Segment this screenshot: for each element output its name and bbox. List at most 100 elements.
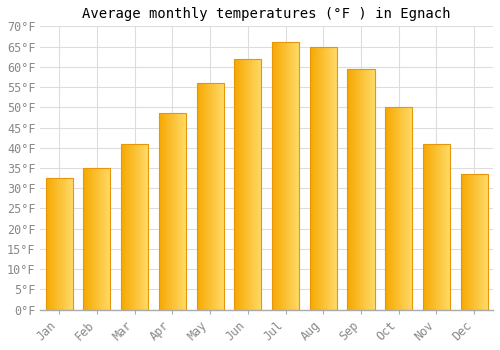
Bar <box>324 47 325 310</box>
Bar <box>91 168 92 310</box>
Bar <box>332 47 333 310</box>
Bar <box>206 83 207 310</box>
Bar <box>274 42 275 310</box>
Bar <box>479 174 480 310</box>
Bar <box>311 47 312 310</box>
Bar <box>349 69 350 310</box>
Bar <box>353 69 354 310</box>
Bar <box>404 107 405 310</box>
Bar <box>97 168 98 310</box>
Bar <box>61 178 62 310</box>
Bar <box>353 69 354 310</box>
Bar <box>387 107 388 310</box>
Bar <box>475 174 476 310</box>
Bar <box>170 113 171 310</box>
Bar <box>105 168 106 310</box>
Bar <box>161 113 162 310</box>
Bar <box>476 174 477 310</box>
Bar <box>163 113 164 310</box>
Bar <box>132 144 133 310</box>
Bar <box>122 144 123 310</box>
Bar <box>61 178 62 310</box>
Bar <box>294 42 295 310</box>
Bar <box>371 69 372 310</box>
Bar <box>93 168 94 310</box>
Bar <box>358 69 359 310</box>
Bar <box>396 107 397 310</box>
Bar <box>219 83 220 310</box>
Bar <box>205 83 206 310</box>
Bar <box>290 42 291 310</box>
Bar <box>433 144 434 310</box>
Bar <box>162 113 163 310</box>
Bar <box>71 178 72 310</box>
Bar <box>185 113 186 310</box>
Bar <box>310 47 337 310</box>
Bar <box>136 144 137 310</box>
Bar <box>402 107 403 310</box>
Bar <box>432 144 434 310</box>
Bar <box>134 144 135 310</box>
Bar <box>405 107 406 310</box>
Bar <box>326 47 327 310</box>
Bar <box>102 168 103 310</box>
Bar <box>477 174 478 310</box>
Bar <box>469 174 470 310</box>
Bar <box>131 144 132 310</box>
Bar <box>424 144 425 310</box>
Bar <box>288 42 289 310</box>
Bar <box>386 107 387 310</box>
Bar <box>96 168 97 310</box>
Bar <box>333 47 334 310</box>
Bar <box>471 174 472 310</box>
Bar <box>251 59 252 310</box>
Bar <box>69 178 70 310</box>
Bar <box>104 168 105 310</box>
Bar <box>50 178 51 310</box>
Bar <box>47 178 48 310</box>
Bar <box>441 144 442 310</box>
Bar <box>460 174 488 310</box>
Bar <box>285 42 286 310</box>
Bar <box>98 168 99 310</box>
Bar <box>208 83 209 310</box>
Bar <box>260 59 261 310</box>
Bar <box>177 113 178 310</box>
Bar <box>387 107 388 310</box>
Bar <box>313 47 314 310</box>
Bar <box>147 144 148 310</box>
Bar <box>293 42 294 310</box>
Bar <box>282 42 283 310</box>
Bar <box>49 178 50 310</box>
Bar <box>401 107 402 310</box>
Bar <box>275 42 276 310</box>
Bar <box>254 59 255 310</box>
Bar <box>473 174 474 310</box>
Bar <box>211 83 212 310</box>
Bar <box>256 59 257 310</box>
Bar <box>234 59 235 310</box>
Bar <box>84 168 85 310</box>
Bar <box>247 59 248 310</box>
Bar <box>222 83 223 310</box>
Bar <box>248 59 249 310</box>
Bar <box>401 107 402 310</box>
Bar <box>139 144 140 310</box>
Bar <box>171 113 172 310</box>
Bar <box>351 69 352 310</box>
Bar <box>439 144 440 310</box>
Bar <box>261 59 262 310</box>
Bar <box>333 47 334 310</box>
Bar <box>206 83 207 310</box>
Bar <box>326 47 327 310</box>
Bar <box>297 42 298 310</box>
Bar <box>197 83 198 310</box>
Bar <box>407 107 408 310</box>
Bar <box>244 59 245 310</box>
Bar <box>57 178 58 310</box>
Bar <box>67 178 68 310</box>
Bar <box>392 107 393 310</box>
Bar <box>137 144 138 310</box>
Bar <box>407 107 408 310</box>
Bar <box>126 144 127 310</box>
